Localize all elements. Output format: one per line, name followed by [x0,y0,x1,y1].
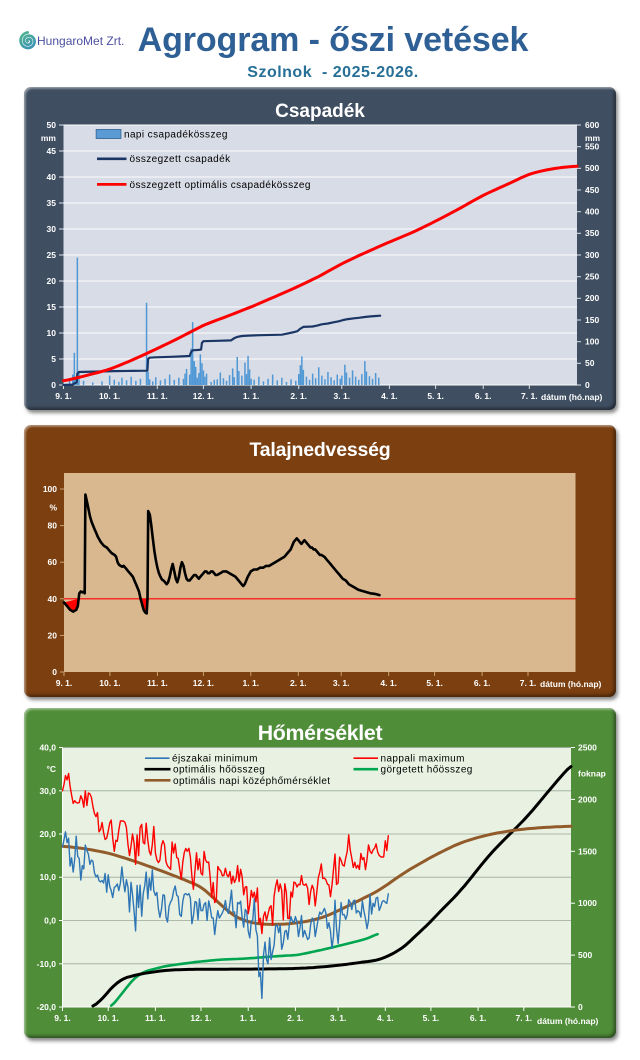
svg-text:30: 30 [47,224,57,234]
svg-text:7. 1.: 7. 1. [516,1013,533,1023]
svg-text:9. 1.: 9. 1. [55,391,72,401]
svg-text:30,0: 30,0 [39,786,56,796]
svg-text:500: 500 [578,950,592,960]
svg-text:20,0: 20,0 [39,829,56,839]
svg-text:1. 1.: 1. 1. [240,1013,257,1023]
svg-text:11. 1.: 11. 1. [145,1013,166,1023]
svg-text:20: 20 [47,276,57,286]
svg-text:400: 400 [585,207,599,217]
svg-text:5: 5 [51,354,56,364]
svg-text:1000: 1000 [578,898,597,908]
svg-text:dátum (hó.nap): dátum (hó.nap) [540,679,602,689]
svg-text:100: 100 [585,337,599,347]
svg-text:HungaroMet Zrt.: HungaroMet Zrt. [37,34,124,48]
svg-text:nappali maximum: nappali maximum [381,754,465,765]
svg-text:7. 1.: 7. 1. [520,678,537,688]
svg-text:12. 1.: 12. 1. [193,678,214,688]
svg-text:dátum (hó.nap): dátum (hó.nap) [537,1016,599,1026]
svg-text:100: 100 [43,484,57,494]
svg-text:600: 600 [585,120,599,130]
svg-text:40,0: 40,0 [39,743,56,753]
svg-text:3. 1.: 3. 1. [333,678,350,688]
svg-text:2000: 2000 [578,794,597,804]
svg-text:%: % [49,502,57,512]
svg-text:200: 200 [585,293,599,303]
svg-text:11. 1.: 11. 1. [147,391,168,401]
svg-text:6. 1.: 6. 1. [474,678,491,688]
svg-text:éjszakai minimum: éjszakai minimum [172,754,258,765]
svg-text:50: 50 [47,120,57,130]
svg-text:6. 1.: 6. 1. [475,391,492,401]
svg-text:12. 1.: 12. 1. [190,1013,211,1023]
svg-text:0: 0 [585,380,590,390]
svg-text:250: 250 [585,272,599,282]
svg-text:-20,0: -20,0 [37,1002,57,1012]
svg-text:0: 0 [51,380,56,390]
svg-text:50: 50 [585,358,595,368]
svg-text:45: 45 [47,146,57,156]
svg-text:150: 150 [585,315,599,325]
svg-text:20: 20 [48,630,58,640]
svg-text:2500: 2500 [578,743,597,753]
svg-text:foknap: foknap [578,769,606,779]
svg-text:40: 40 [47,172,57,182]
svg-text:összegzett optimális csapadékö: összegzett optimális csapadékösszeg [130,180,311,191]
svg-text:550: 550 [585,142,599,152]
svg-text:dátum (hó.nap): dátum (hó.nap) [541,392,603,402]
svg-text:500: 500 [585,163,599,173]
svg-text:10. 1.: 10. 1. [98,1013,119,1023]
svg-text:4. 1.: 4. 1. [380,678,397,688]
svg-text:12. 1.: 12. 1. [193,391,214,401]
svg-text:3. 1.: 3. 1. [334,391,351,401]
svg-text:1. 1.: 1. 1. [243,678,260,688]
svg-text:görgetett hőösszeg: görgetett hőösszeg [381,765,473,776]
svg-text:4. 1.: 4. 1. [377,1013,394,1023]
svg-text:optimális hőösszeg: optimális hőösszeg [173,765,265,776]
svg-text:2. 1.: 2. 1. [287,1013,304,1023]
svg-text:4. 1.: 4. 1. [381,391,398,401]
svg-text:350: 350 [585,228,599,238]
svg-text:összegzett csapadék: összegzett csapadék [130,154,232,165]
svg-text:300: 300 [585,250,599,260]
svg-text:10: 10 [47,328,57,338]
svg-text:60: 60 [48,557,58,567]
svg-text:10,0: 10,0 [39,872,56,882]
svg-text:6. 1.: 6. 1. [470,1013,487,1023]
svg-text:10. 1.: 10. 1. [99,678,120,688]
svg-text:7. 1.: 7. 1. [521,391,538,401]
svg-text:mm: mm [41,133,57,143]
svg-text:11. 1.: 11. 1. [147,678,168,688]
svg-text:0: 0 [52,667,57,677]
svg-text:napi csapadékösszeg: napi csapadékösszeg [124,129,228,140]
svg-text:3. 1.: 3. 1. [330,1013,347,1023]
svg-text:-10,0: -10,0 [37,959,57,969]
svg-text:mm: mm [585,133,601,143]
svg-text:15: 15 [47,302,57,312]
svg-text:35: 35 [47,198,57,208]
svg-text:25: 25 [47,250,57,260]
svg-text:0: 0 [578,1002,583,1012]
svg-text:0,0: 0,0 [44,916,56,926]
svg-text:9. 1.: 9. 1. [56,678,73,688]
svg-text:40: 40 [48,594,58,604]
svg-text:1. 1.: 1. 1. [243,391,260,401]
svg-text:°C: °C [46,764,56,774]
svg-text:10. 1.: 10. 1. [99,391,120,401]
svg-text:2. 1.: 2. 1. [290,391,307,401]
svg-text:1500: 1500 [578,846,597,856]
svg-text:5. 1.: 5. 1. [423,1013,440,1023]
svg-text:80: 80 [48,521,58,531]
svg-text:2. 1.: 2. 1. [290,678,307,688]
svg-text:5. 1.: 5. 1. [427,391,444,401]
svg-text:450: 450 [585,185,599,195]
svg-text:9. 1.: 9. 1. [54,1013,71,1023]
svg-text:optimális napi középhőmérsékle: optimális napi középhőmérséklet [173,776,330,787]
svg-text:5. 1.: 5. 1. [426,678,443,688]
